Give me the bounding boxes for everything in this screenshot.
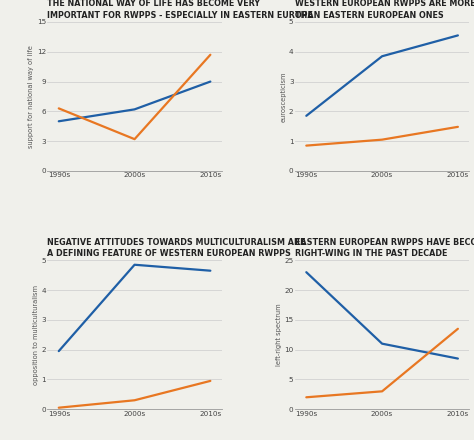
Text: THE NATIONAL WAY OF LIFE HAS BECOME VERY
IMPORTANT FOR RWPPS - ESPECIALLY IN EAS: THE NATIONAL WAY OF LIFE HAS BECOME VERY… [47, 0, 313, 20]
Text: NEGATIVE ATTITUDES TOWARDS MULTICULTURALISM ARE
A DEFINING FEATURE OF WESTERN EU: NEGATIVE ATTITUDES TOWARDS MULTICULTURAL… [47, 238, 306, 258]
Text: WESTERN EUROPEAN RWPPS ARE MORE EUROSCEPTIC
THAN EASTERN EUROPEAN ONES: WESTERN EUROPEAN RWPPS ARE MORE EUROSCEP… [295, 0, 474, 20]
Y-axis label: euroscepticism: euroscepticism [280, 71, 286, 122]
Y-axis label: support for national way of life: support for national way of life [28, 45, 34, 148]
Y-axis label: left-right spectrum: left-right spectrum [275, 304, 282, 366]
Y-axis label: opposition to multiculturalism: opposition to multiculturalism [33, 285, 38, 385]
Text: EASTERN EUROPEAN RWPPS HAVE BECOME MORE
RIGHT-WING IN THE PAST DECADE: EASTERN EUROPEAN RWPPS HAVE BECOME MORE … [295, 238, 474, 258]
